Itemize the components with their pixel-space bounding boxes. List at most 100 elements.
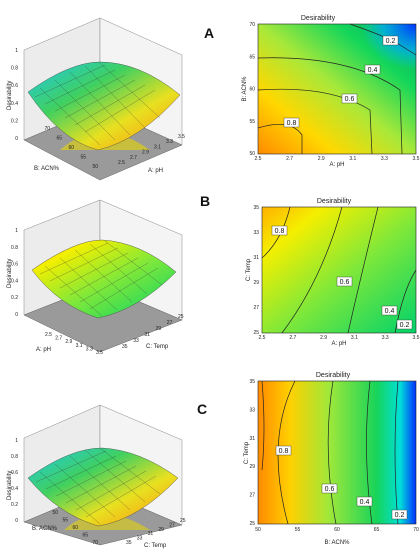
x-tick: 2.5 [118,160,125,166]
z-tick: 0 [15,518,18,524]
contour-x-tick: 60 [334,527,340,533]
y-tick: 27 [169,522,175,528]
contour-frame-a [257,23,417,155]
y-tick: 70 [44,126,50,132]
contour-label-b-0-2: 0.2 [400,322,410,329]
contour-y-ticks-a: 50 55 60 65 70 [249,22,255,157]
y-tick: 60 [68,145,74,151]
z-tick: 0 [15,312,18,318]
contour-y-tick: 31 [249,436,255,442]
x-tick: 3.1 [76,343,83,349]
y-tick: 65 [56,136,62,142]
y-tick: 25 [180,518,186,524]
surface-mesh [31,239,177,319]
contour-ylabel-b: C: Temp [246,258,252,281]
z-tick: 0.6 [11,262,18,268]
y-tick: 33 [137,536,143,542]
surface-plot-c: Desirability 0 0.2 0.4 0.6 0.8 1 50 55 60 65 70 2… [7,404,186,549]
contour-x-ticks-a: 2.5 2.7 2.9 3.1 3.3 3.5 [255,156,420,162]
z-tick: 0.4 [11,486,18,492]
contour-x-tick: 2.9 [318,156,325,162]
contour-x-tick: 55 [295,527,301,533]
z-tick: 0 [15,136,18,142]
z-tick: 0.8 [11,454,18,460]
contour-plot-c: Desirability 0.8 0.6 0.4 0.2 50 55 60 65 70 … [244,372,419,546]
x-tick: 3.5 [178,134,185,140]
contour-x-tick: 2.7 [289,335,296,341]
y-tick: 27 [167,320,173,326]
y-tick: 25 [178,314,184,320]
contour-y-tick: 60 [249,87,255,93]
x-ticks-a: 2.5 2.7 2.9 3.1 3.3 3.5 [118,134,185,166]
contour-label-a-0-4: 0.4 [368,67,378,74]
y-tick: 31 [144,332,150,338]
contour-x-tick: 3.3 [382,335,389,341]
contour-xlabel-c: B: ACN% [324,540,350,546]
z-tick: 0.6 [11,83,18,89]
contour-y-tick: 25 [249,521,255,527]
y-tick: 33 [133,338,139,344]
contour-x-tick: 3.5 [413,335,420,341]
xlabel-b: A: pH [36,347,51,353]
contour-y-tick: 29 [249,464,255,470]
contour-label-c-0-6: 0.6 [325,486,335,493]
x-tick: 70 [92,540,98,546]
surface-plot-a: Desirability 0 0.2 0.4 0.6 0.8 1 2.5 2.7 2.9 3.1… [7,17,185,181]
x-tick: 3.5 [96,350,103,356]
contour-x-tick: 3.1 [349,156,356,162]
title-a: Desirability [301,15,336,22]
x-tick: 2.9 [142,150,149,156]
x-tick: 2.7 [55,336,62,342]
z-tick: 0.4 [11,101,18,107]
x-tick: 55 [62,518,68,524]
contour-x-ticks-c: 50 55 60 65 70 [255,527,419,533]
z-tick: 0.6 [11,470,18,476]
contour-y-tick: 27 [249,493,255,499]
contour-y-ticks-c: 25 27 29 31 33 35 [249,379,255,527]
ylabel-b: C: Temp [146,344,169,350]
contour-x-ticks-b: 2.5 2.7 2.9 3.1 3.3 3.5 [259,335,420,341]
x-tick: 60 [72,525,78,531]
surface-mesh [27,61,181,151]
z-tick: 0.8 [11,245,18,251]
contour-xlabel-b: A: pH [331,341,346,347]
x-tick: 2.5 [45,332,52,338]
zlabel-b: Desirability [7,259,13,288]
contour-y-tick: 65 [249,54,255,60]
z-ticks-b: 0 0.2 0.4 0.6 0.8 1 [11,228,18,318]
contour-plot-b: Desirability 0.8 0.6 0.4 0.2 2.5 2.7 2.9 3.… [246,198,420,347]
y-tick: 50 [92,164,98,170]
panel-label-c: C [197,401,207,417]
contour-x-tick: 65 [374,527,380,533]
contour-x-tick: 70 [413,527,419,533]
contour-xlabel-a: A: pH [329,162,344,168]
contour-x-tick: 3.5 [413,156,420,162]
contour-x-tick: 2.9 [320,335,327,341]
contour-x-tick: 3.1 [351,335,358,341]
x-ticks-c: 50 55 60 65 70 [52,510,98,546]
y-tick: 35 [122,344,128,350]
contour-y-tick: 27 [253,305,259,311]
y-tick: 31 [148,531,154,537]
z-tick: 1 [15,438,18,444]
y-ticks-c: 25 27 29 31 33 35 [126,518,186,546]
x-ticks-b: 2.52.72.9 3.13.33.5 [45,332,103,356]
panel-label-a: A [204,25,214,41]
y-tick: 29 [158,527,164,533]
x-tick: 65 [82,533,88,539]
y-tick: 35 [126,540,132,546]
contour-y-tick: 35 [249,379,255,385]
contour-x-tick: 3.3 [381,156,388,162]
z-tick: 0.4 [11,278,18,284]
x-tick: 50 [52,510,58,516]
contour-y-tick: 55 [249,119,255,125]
contour-y-tick: 25 [253,330,259,336]
ylabel-a: B: ACN% [34,166,60,172]
contour-x-tick: 2.5 [255,156,262,162]
contour-label-a-0-8: 0.8 [287,120,297,127]
contour-y-tick: 35 [253,205,259,211]
contour-labels-c: 0.8 0.6 0.4 0.2 [275,445,408,520]
z-tick: 0.2 [11,118,18,124]
contour-label-b-0-6: 0.6 [340,279,350,286]
